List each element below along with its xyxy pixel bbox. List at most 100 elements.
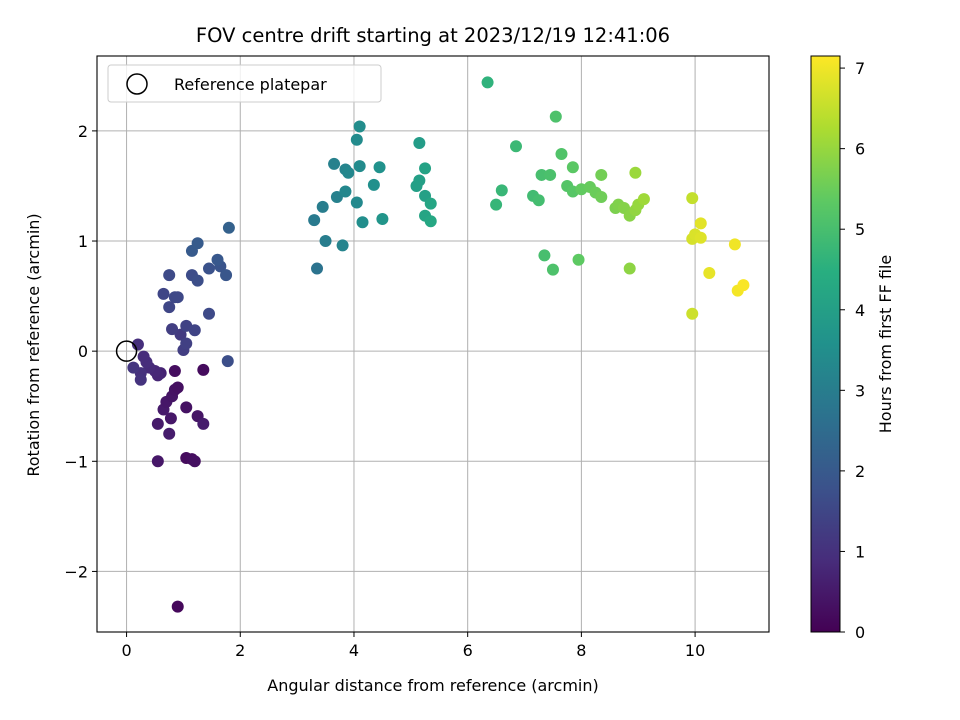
data-point xyxy=(532,194,545,207)
chart-title: FOV centre drift starting at 2023/12/19 … xyxy=(196,24,670,47)
data-point xyxy=(490,198,503,211)
data-point xyxy=(316,200,329,213)
colorbar-label: Hours from first FF file xyxy=(876,255,895,434)
x-tick-label: 4 xyxy=(349,641,359,660)
y-axis-ticks: −2 −1 0 1 2 xyxy=(64,122,97,581)
data-point xyxy=(188,324,201,337)
data-point xyxy=(367,178,380,191)
colorbar-tick-label: 3 xyxy=(855,381,865,400)
data-point xyxy=(127,361,140,374)
data-point xyxy=(197,363,210,376)
y-tick-label: 2 xyxy=(78,122,88,141)
data-point xyxy=(572,253,585,266)
x-axis-title: Angular distance from reference (arcmin) xyxy=(267,676,598,695)
colorbar-tick-label: 5 xyxy=(855,220,865,239)
data-point xyxy=(424,215,437,228)
data-point xyxy=(566,161,579,174)
data-point xyxy=(342,166,355,179)
data-point xyxy=(595,190,608,203)
data-point xyxy=(510,140,523,153)
data-point xyxy=(164,412,177,425)
data-point xyxy=(350,196,363,209)
data-point xyxy=(211,253,224,266)
data-point xyxy=(157,287,170,300)
data-point xyxy=(737,279,750,292)
data-point xyxy=(629,166,642,179)
data-point xyxy=(308,214,321,227)
data-point xyxy=(197,417,210,430)
legend-label: Reference platepar xyxy=(174,75,327,94)
data-point xyxy=(180,401,193,414)
data-point xyxy=(222,221,235,234)
data-point xyxy=(171,600,184,613)
colorbar-tick-label: 0 xyxy=(855,623,865,642)
data-point xyxy=(330,190,343,203)
data-point xyxy=(481,76,494,89)
data-point xyxy=(151,455,164,468)
data-point xyxy=(203,307,215,320)
data-point xyxy=(191,237,204,250)
data-point xyxy=(168,364,181,377)
data-point xyxy=(703,266,716,279)
data-point xyxy=(174,328,187,341)
x-tick-label: 6 xyxy=(463,641,473,660)
data-point xyxy=(555,148,568,161)
data-point xyxy=(180,337,193,350)
colorbar-tick-label: 1 xyxy=(855,542,865,561)
x-axis-ticks: 0 2 4 6 8 10 xyxy=(121,632,705,660)
grid xyxy=(97,56,769,632)
plot-frame xyxy=(96,55,770,633)
colorbar-ticks: 0 1 2 3 4 5 6 7 xyxy=(840,59,865,642)
data-point xyxy=(544,168,557,181)
data-point xyxy=(188,455,201,468)
x-tick-label: 0 xyxy=(121,641,131,660)
data-point xyxy=(353,160,366,173)
data-point xyxy=(163,301,176,314)
data-point xyxy=(134,373,147,386)
data-point xyxy=(413,174,426,187)
data-point xyxy=(728,238,741,251)
data-point xyxy=(311,262,324,275)
data-point xyxy=(376,212,389,225)
data-point xyxy=(191,274,204,287)
colorbar-gradient xyxy=(810,55,841,633)
data-point xyxy=(350,133,363,146)
data-point xyxy=(163,427,176,440)
data-point xyxy=(171,381,184,394)
data-point xyxy=(171,291,184,304)
data-point xyxy=(694,217,707,230)
data-point xyxy=(424,197,437,210)
y-tick-label: −1 xyxy=(64,452,88,471)
colorbar-tick-label: 7 xyxy=(855,59,865,78)
data-point xyxy=(166,323,179,336)
legend: Reference platepar xyxy=(107,64,382,103)
data-point xyxy=(319,235,332,248)
x-tick-label: 10 xyxy=(685,641,705,660)
colorbar: 0 1 2 3 4 5 6 7 Hours from first FF file xyxy=(810,55,895,642)
y-axis-title: Rotation from reference (arcmin) xyxy=(24,213,43,476)
y-tick-label: 1 xyxy=(78,232,88,251)
data-point xyxy=(495,184,508,197)
data-point xyxy=(686,192,699,205)
reference-platepar-marker xyxy=(115,340,138,362)
data-point xyxy=(413,137,426,150)
data-points xyxy=(115,76,750,613)
data-point xyxy=(637,193,650,206)
data-point xyxy=(163,269,176,282)
data-point xyxy=(373,161,386,174)
y-tick-label: −2 xyxy=(64,562,88,581)
data-point xyxy=(694,231,707,244)
data-point xyxy=(203,262,215,275)
x-tick-label: 8 xyxy=(576,641,586,660)
colorbar-tick-label: 6 xyxy=(855,140,865,159)
data-point xyxy=(137,350,150,363)
data-point xyxy=(535,168,548,181)
data-point xyxy=(221,355,234,368)
legend-box xyxy=(107,64,382,103)
data-point xyxy=(356,216,369,229)
data-point xyxy=(549,110,562,123)
data-point xyxy=(328,157,341,170)
y-tick-label: 0 xyxy=(78,342,88,361)
data-point xyxy=(131,338,144,351)
